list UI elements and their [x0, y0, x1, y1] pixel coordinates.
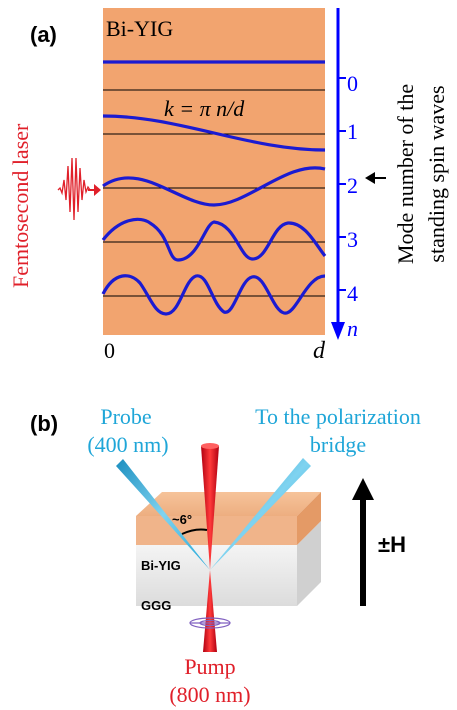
panel-b-label: (b)	[30, 411, 58, 436]
pump-lens-icon	[189, 617, 231, 629]
mode-axis-ticks	[338, 77, 346, 291]
field-arrow-icon	[352, 478, 374, 500]
pump-beam-lower	[203, 570, 217, 652]
sample-substrate-label: GGG	[141, 598, 171, 613]
mode-number-1: 1	[347, 119, 358, 144]
bridge-label-line2: bridge	[310, 432, 366, 457]
reflected-beam	[210, 458, 311, 570]
mode-2-pointer-arrow-icon	[365, 172, 375, 184]
mode-numbers: 0 1 2 3 4	[347, 71, 358, 306]
mode-3-wave	[101, 217, 327, 262]
angle-arc	[181, 528, 208, 535]
ggg-right-face	[297, 521, 321, 606]
bridge-label-line1: To the polarization	[255, 404, 421, 429]
mode-axis-symbol: n	[347, 316, 358, 341]
mode-description-line2: standing spin waves	[424, 85, 449, 262]
bi-yig-label: Bi-YIG	[106, 16, 173, 41]
femtosecond-laser-label: Femtosecond laser	[8, 123, 33, 288]
pump-beam-upper	[201, 446, 219, 570]
angle-label: ~6°	[172, 512, 192, 527]
mode-description-line1: Mode number of the	[393, 84, 418, 264]
mode-2-wave	[102, 166, 326, 207]
pump-label-line1: Pump	[184, 654, 235, 679]
probe-label-line1: Probe	[100, 404, 151, 429]
probe-beam	[116, 459, 210, 570]
laser-pulse-icon	[57, 157, 91, 221]
mode-number-0: 0	[347, 71, 358, 96]
film-right-face	[297, 492, 321, 545]
film-front-face	[136, 516, 297, 545]
wave-vector-formula: k = π n/d	[164, 96, 245, 121]
mode-4-wave	[101, 274, 326, 316]
pump-beam-tip	[201, 443, 219, 449]
ggg-front-face	[136, 545, 297, 606]
thickness-start-label: 0	[104, 338, 115, 363]
probe-label-line2: (400 nm)	[87, 432, 168, 457]
spin-wave-modes	[101, 60, 327, 316]
mode-number-2: 2	[347, 173, 358, 198]
pump-label-line2: (800 nm)	[169, 682, 250, 707]
laser-arrow-icon	[94, 184, 101, 196]
field-label: ±H	[378, 532, 406, 557]
mode-1-wave	[102, 114, 326, 152]
mode-axis-arrow-icon	[331, 322, 345, 340]
mode-number-3: 3	[347, 227, 358, 252]
ggg-substrate	[136, 521, 321, 606]
thickness-end-label: d	[313, 338, 326, 364]
panel-a-label: (a)	[30, 22, 57, 47]
sample-film-label: Bi-YIG	[141, 558, 181, 573]
mode-number-4: 4	[347, 281, 358, 306]
